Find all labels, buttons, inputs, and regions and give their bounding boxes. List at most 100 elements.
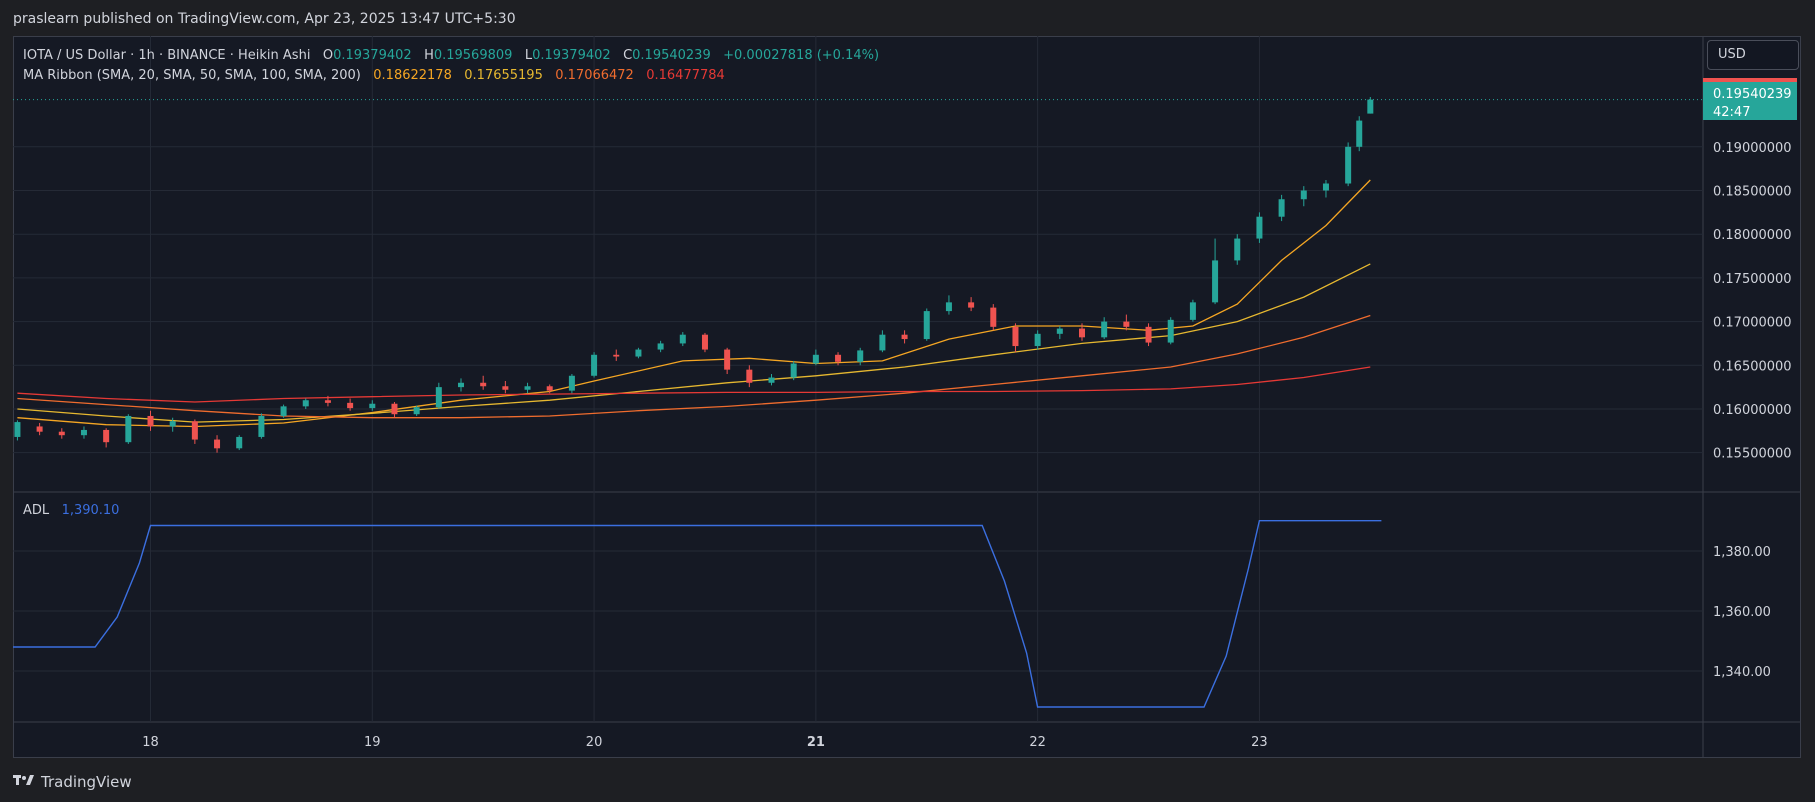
- ma-ribbon-legend-row: MA Ribbon (SMA, 20, SMA, 50, SMA, 100, S…: [23, 66, 879, 86]
- candle: [546, 384, 553, 394]
- ma100-value: 0.17066472: [555, 68, 634, 83]
- candle-body: [1056, 328, 1063, 334]
- candle-body: [191, 421, 198, 440]
- price-tick-label: 0.17500000: [1713, 272, 1792, 287]
- candle-body: [990, 307, 997, 327]
- price-tick-label: 0.16500000: [1713, 359, 1792, 374]
- candle: [58, 428, 65, 439]
- candle-body: [169, 421, 176, 427]
- candle: [36, 422, 43, 436]
- adl-tick-label: 1,360.00: [1713, 605, 1771, 620]
- candle-body: [857, 350, 864, 362]
- candle-body: [36, 426, 43, 432]
- candle: [1234, 234, 1241, 265]
- price-tick-label: 0.17000000: [1713, 316, 1792, 331]
- last-price-tag: 0.19540239 42:47: [1703, 78, 1797, 120]
- candle-body: [413, 407, 420, 415]
- candle: [1356, 116, 1363, 152]
- candle: [835, 352, 842, 366]
- candle-body: [524, 386, 531, 390]
- candle-body: [147, 415, 154, 427]
- candle-body: [214, 439, 221, 449]
- change-value: +0.00027818 (+0.14%): [723, 48, 880, 63]
- low-label: L: [524, 48, 533, 63]
- candle: [324, 395, 331, 407]
- candle: [1034, 330, 1041, 350]
- candle: [369, 400, 376, 411]
- candle: [458, 378, 465, 392]
- candle: [280, 404, 287, 418]
- candle: [768, 374, 775, 386]
- candle: [591, 352, 598, 378]
- candle: [413, 405, 420, 416]
- low-value: 0.19379402: [532, 48, 611, 63]
- candle: [701, 332, 708, 353]
- time-tick-label: 23: [1251, 735, 1268, 750]
- candle-body: [236, 436, 243, 449]
- candle-body: [103, 429, 110, 443]
- last-price-value: 0.19540239: [1713, 87, 1792, 102]
- candle-body: [1189, 302, 1196, 320]
- candle-body: [1367, 99, 1374, 114]
- candle: [613, 349, 620, 361]
- candle: [258, 413, 265, 439]
- candle-body: [790, 363, 797, 378]
- ma-line-sma-50: [17, 263, 1371, 423]
- candle: [1278, 194, 1285, 222]
- candle: [14, 420, 21, 441]
- close-value: 0.19540239: [632, 48, 711, 63]
- candle-body: [125, 415, 132, 443]
- candle: [990, 304, 997, 331]
- candle: [812, 349, 819, 366]
- candle: [1056, 325, 1063, 340]
- candle: [1123, 314, 1130, 331]
- candle: [103, 428, 110, 448]
- candle-body: [391, 403, 398, 415]
- adl-tick-label: 1,380.00: [1713, 545, 1771, 560]
- ma-ribbon-title[interactable]: MA Ribbon (SMA, 20, SMA, 50, SMA, 100, S…: [23, 68, 361, 83]
- top-header: praslearn published on TradingView.com, …: [0, 0, 1815, 36]
- candle-body: [435, 387, 442, 408]
- candle-body: [657, 343, 664, 350]
- candle-body: [1278, 199, 1285, 217]
- candle-body: [1356, 120, 1363, 147]
- candle-body: [1101, 321, 1108, 338]
- candle-body: [1300, 190, 1307, 200]
- chart-panel[interactable]: [13, 36, 1801, 758]
- high-value: 0.19569809: [433, 48, 513, 63]
- candle-body: [458, 382, 465, 388]
- candle-body: [679, 334, 686, 344]
- bar-countdown: 42:47: [1713, 105, 1751, 120]
- adl-label[interactable]: ADL: [23, 503, 50, 518]
- candle-body: [879, 334, 886, 351]
- candle-body: [1322, 183, 1329, 191]
- candle-body: [258, 415, 265, 437]
- candle-body: [58, 431, 65, 436]
- symbol-label[interactable]: IOTA / US Dollar · 1h · BINANCE · Heikin…: [23, 48, 311, 63]
- candle-body: [968, 302, 975, 308]
- candle-body: [280, 406, 287, 416]
- time-tick-label: 22: [1029, 735, 1046, 750]
- candle: [125, 414, 132, 444]
- candle-body: [568, 375, 575, 391]
- time-tick-label: 20: [586, 735, 603, 750]
- candle-body: [347, 402, 354, 409]
- candle: [746, 365, 753, 388]
- adl-legend: ADL 1,390.10: [23, 503, 119, 518]
- candle-body: [1234, 238, 1241, 261]
- candle-body: [324, 400, 331, 403]
- candle-body: [1123, 321, 1130, 327]
- adl-tick-label: 1,340.00: [1713, 665, 1771, 680]
- currency-button[interactable]: USD: [1707, 40, 1799, 70]
- candle: [901, 330, 908, 344]
- candle-body: [591, 354, 598, 376]
- candle: [191, 419, 198, 444]
- candle: [1189, 299, 1196, 322]
- candle: [679, 332, 686, 347]
- candle-body: [1212, 260, 1219, 303]
- candle: [302, 398, 309, 409]
- candle-body: [480, 382, 487, 387]
- ma-line-sma-100: [17, 314, 1371, 419]
- footer-brand[interactable]: TradingView: [13, 770, 132, 794]
